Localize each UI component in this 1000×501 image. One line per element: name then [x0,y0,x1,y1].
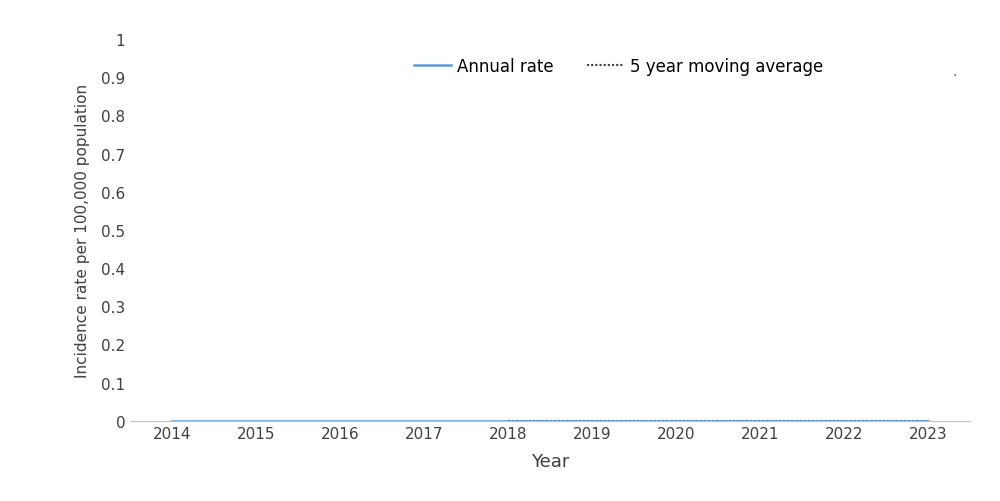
5 year moving average [754,418,766,424]
5 year moving average [586,418,598,424]
5 year moving average [670,418,682,424]
Annual rate [418,418,430,424]
Annual rate [922,418,934,424]
Annual rate [334,418,346,424]
Legend: Annual rate, 5 year moving average: Annual rate, 5 year moving average [407,52,830,83]
5 year moving average [838,418,850,424]
5 year moving average [922,418,934,424]
Text: .: . [953,65,957,79]
Annual rate [838,418,850,424]
Annual rate [166,418,178,424]
Annual rate [670,418,682,424]
Annual rate [586,418,598,424]
Annual rate [754,418,766,424]
Y-axis label: Incidence rate per 100,000 population: Incidence rate per 100,000 population [75,84,90,377]
Annual rate [250,418,262,424]
Annual rate [502,418,514,424]
5 year moving average [502,418,514,424]
X-axis label: Year: Year [531,452,569,470]
